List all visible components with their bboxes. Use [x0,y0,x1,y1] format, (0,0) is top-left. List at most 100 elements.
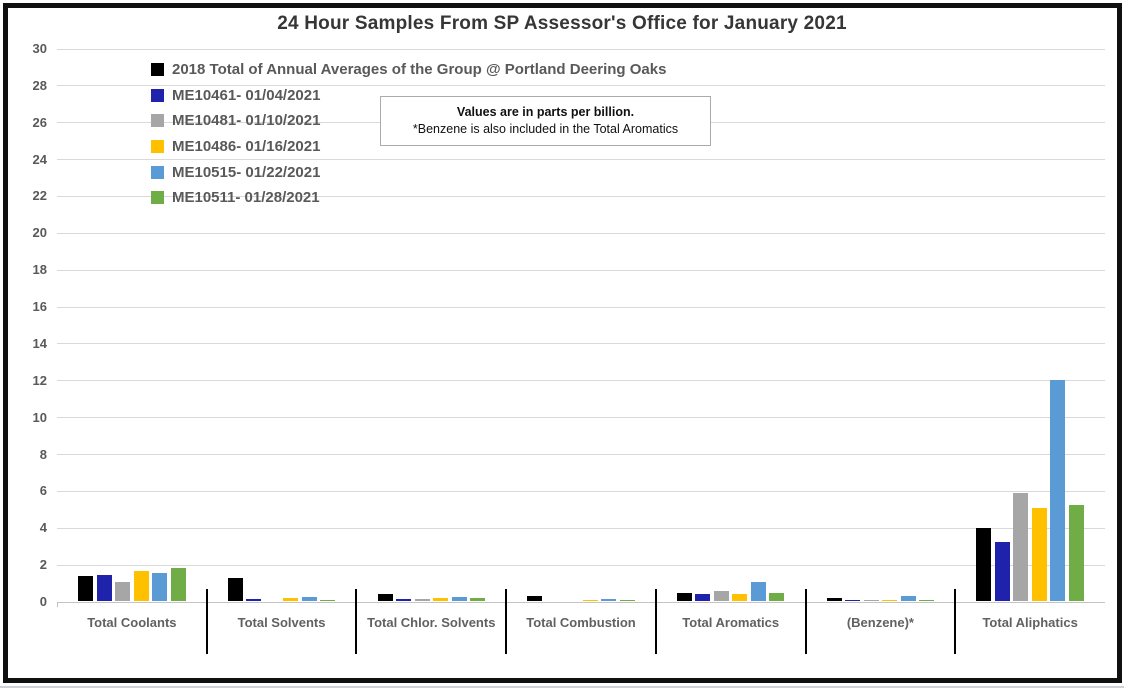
y-axis-tick-label: 4 [39,520,47,536]
legend-label: ME10481- 01/10/2021 [172,112,321,130]
annotation-box: Values are in parts per billion. *Benzen… [380,96,711,146]
y-axis-tick-label: 2 [39,557,47,573]
legend-item-3: ME10481- 01/10/2021 [151,108,666,134]
bar-2-total-coolants [96,575,112,601]
bar-4-total-combustion [582,600,598,601]
gridline [57,490,1105,492]
legend-item-2: ME10461- 01/04/2021 [151,83,666,109]
category-separator [954,589,957,654]
bar-3-total-coolants [115,581,131,601]
x-axis-line [57,601,1105,603]
y-axis-tick-label: 0 [39,594,47,609]
category-separator [804,589,807,654]
bar-5-total-chlor-solvents [451,596,467,601]
bar-3-total-aliphatics [1013,493,1029,601]
origin-tick [57,602,58,607]
bar-3-total-chlor-solvents [414,599,430,601]
y-axis-tick-label: 12 [32,372,47,388]
legend-item-5: ME10515- 01/22/2021 [151,159,666,185]
bar-2-total-chlor-solvents [396,598,412,601]
y-axis-tick-label: 6 [39,483,47,499]
bar-6-total-aliphatics [1068,505,1084,601]
gridline [57,343,1105,345]
bar-2--benzene- [845,599,861,601]
gridline [57,195,1105,197]
y-axis-tick-label: 30 [32,41,47,56]
gridline [57,527,1105,529]
chart-legend: 2018 Total of Annual Averages of the Gro… [151,57,666,211]
bar-3-total-aromatics [713,590,729,601]
y-axis-tick-label: 26 [32,114,47,130]
category-label: Total Combustion [526,615,636,630]
category-separator [654,589,657,654]
gridline [57,564,1105,566]
gridline [57,85,1105,87]
bar-4-total-coolants [133,570,149,601]
legend-swatch-icon [151,191,164,205]
annotation-line-2: *Benzene is also included in the Total A… [412,122,679,136]
bar-1-total-aromatics [676,592,692,601]
gridline [57,48,1105,50]
legend-swatch-icon [151,114,164,128]
y-axis-tick-label: 16 [32,299,47,315]
legend-label: ME10486- 01/16/2021 [172,138,321,156]
category-separator [355,589,358,654]
bar-4-total-chlor-solvents [433,598,449,601]
y-axis-tick-label: 28 [32,77,47,93]
chart-title: 24 Hour Samples From SP Assessor's Offic… [277,13,847,34]
window-edge [0,683,1124,688]
category-separator [205,589,208,654]
bar-1-total-combustion [527,596,543,601]
bar-3--benzene- [863,599,879,601]
y-axis-tick-label: 24 [32,151,47,167]
legend-label: ME10515- 01/22/2021 [172,163,321,181]
y-axis-tick-label: 10 [32,409,47,425]
category-label: Total Aliphatics [982,615,1078,630]
bar-2-total-solvents [246,599,262,601]
legend-item-6: ME10511- 01/28/2021 [151,185,666,211]
bar-1-total-chlor-solvents [377,593,393,601]
legend-swatch-icon [151,63,164,77]
bar-6-total-coolants [170,567,186,601]
gridline [57,159,1105,161]
legend-label: 2018 Total of Annual Averages of the Gro… [172,61,667,79]
gridline [57,269,1105,271]
bar-6-total-chlor-solvents [470,598,486,601]
annotation-line-1: Values are in parts per billion. [456,105,635,119]
y-axis-tick-label: 18 [32,262,47,278]
legend-item-4: ME10486- 01/16/2021 [151,134,666,160]
legend-label: ME10461- 01/04/2021 [172,86,321,104]
bar-1-total-coolants [78,576,94,601]
legend-label: ME10511- 01/28/2021 [172,189,320,207]
y-axis-tick-label: 22 [32,188,47,204]
bar-4-total-aromatics [732,593,748,601]
legend-swatch-icon [151,165,164,179]
bar-1-total-solvents [227,578,243,601]
bar-5--benzene- [900,596,916,601]
category-separator [505,589,508,654]
bar-2-total-aromatics [695,593,711,601]
bar-5-total-coolants [152,572,168,601]
bar-6--benzene- [919,599,935,601]
bar-5-total-aromatics [750,581,766,601]
category-label: Total Chlor. Solvents [367,615,496,630]
bar-4-total-aliphatics [1031,507,1047,601]
legend-item-1: 2018 Total of Annual Averages of the Gro… [151,57,666,83]
bar-5-total-combustion [601,598,617,601]
y-axis-tick-label: 14 [32,335,47,351]
category-label: Total Coolants [87,615,177,630]
bar-6-total-aromatics [769,592,785,601]
bar-2-total-aliphatics [994,542,1010,601]
gridline [57,380,1105,382]
gridline [57,417,1105,419]
gridline [57,232,1105,234]
bar-4-total-solvents [283,598,299,601]
gridline [57,306,1105,308]
bar-4--benzene- [882,599,898,601]
bar-5-total-aliphatics [1050,379,1066,601]
bar-1-total-aliphatics [976,528,992,601]
category-label: Total Solvents [237,615,326,630]
bar-6-total-solvents [320,599,336,601]
category-label: (Benzene)* [846,615,914,630]
